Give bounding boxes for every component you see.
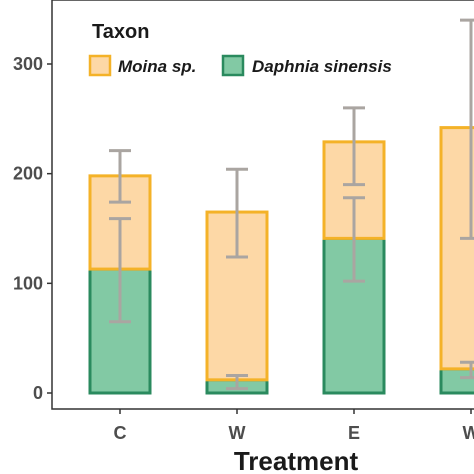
bar-segment-daphnia-2 (322, 236, 386, 395)
y-tick-label: 100 (13, 273, 43, 293)
error-bar-daphnia-0 (109, 217, 131, 324)
bar-segment-daphnia-3 (439, 367, 474, 395)
error-bar-moina-3 (460, 18, 474, 240)
legend-label-moina: Moina sp. (118, 57, 196, 76)
x-tick-label: W (229, 423, 246, 443)
x-tick-label: E (348, 423, 360, 443)
legend: Taxon Moina sp. Daphnia sinensis (88, 21, 392, 77)
legend-label-daphnia: Daphnia sinensis (252, 57, 392, 76)
error-bar-moina-2 (343, 106, 365, 187)
bars-layer (88, 126, 474, 395)
error-bars-layer (109, 18, 474, 391)
legend-swatch-moina (88, 54, 112, 77)
error-bar-daphnia-2 (343, 196, 365, 283)
y-tick-label: 200 (13, 164, 43, 184)
axes-layer: 0 100 200 300 C W E W (13, 0, 474, 443)
error-bar-moina-0 (109, 149, 131, 204)
legend-swatch-daphnia (221, 54, 245, 77)
error-bar-daphnia-3 (460, 360, 474, 380)
bar-segment-moina-3 (439, 126, 474, 371)
legend-title: Taxon (92, 21, 149, 43)
error-bar-daphnia-1 (226, 373, 248, 391)
y-tick-label: 300 (13, 54, 43, 74)
plot-panel-border (51, 0, 474, 410)
x-tick-label: C (114, 423, 127, 443)
x-tick-label: W (463, 423, 474, 443)
error-bar-moina-1 (226, 167, 248, 259)
y-tick-label: 0 (33, 383, 43, 403)
x-axis-title: Treatment (234, 446, 359, 474)
